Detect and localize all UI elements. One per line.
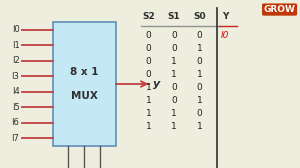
Text: 0: 0 (146, 57, 152, 66)
Text: 1: 1 (196, 70, 202, 79)
Text: 8 x 1: 8 x 1 (70, 67, 98, 77)
Text: 1: 1 (171, 70, 177, 79)
Text: I3: I3 (12, 72, 20, 81)
Text: 1: 1 (146, 109, 152, 118)
Text: 1: 1 (196, 44, 202, 53)
Text: I0: I0 (221, 31, 229, 40)
Text: Y: Y (222, 12, 228, 21)
Text: I6: I6 (12, 118, 20, 127)
Text: y: y (153, 79, 160, 89)
Text: I0: I0 (12, 25, 20, 34)
Text: 1: 1 (171, 109, 177, 118)
Text: I7: I7 (12, 134, 20, 143)
Text: 0: 0 (171, 96, 177, 105)
Text: I4: I4 (12, 87, 20, 96)
Text: I5: I5 (12, 103, 20, 112)
Text: S0: S0 (193, 12, 206, 21)
Text: 1: 1 (146, 122, 152, 131)
Text: GROW: GROW (264, 5, 296, 14)
Text: 0: 0 (171, 44, 177, 53)
Text: 0: 0 (196, 31, 202, 40)
Text: 1: 1 (171, 122, 177, 131)
Text: 0: 0 (146, 31, 152, 40)
Text: S2: S2 (142, 12, 155, 21)
Text: MUX: MUX (70, 91, 98, 101)
Text: I1: I1 (12, 41, 20, 50)
Text: 0: 0 (196, 109, 202, 118)
Text: 1: 1 (171, 57, 177, 66)
Text: 1: 1 (146, 96, 152, 105)
FancyBboxPatch shape (52, 22, 116, 146)
Text: S1: S1 (168, 12, 180, 21)
Text: 0: 0 (146, 44, 152, 53)
Text: 1: 1 (196, 96, 202, 105)
Text: 0: 0 (146, 70, 152, 79)
Text: 1: 1 (146, 83, 152, 92)
Text: 1: 1 (196, 122, 202, 131)
Text: 0: 0 (196, 57, 202, 66)
Text: 0: 0 (171, 83, 177, 92)
Text: 0: 0 (196, 83, 202, 92)
Text: I2: I2 (12, 56, 20, 65)
Text: 0: 0 (171, 31, 177, 40)
